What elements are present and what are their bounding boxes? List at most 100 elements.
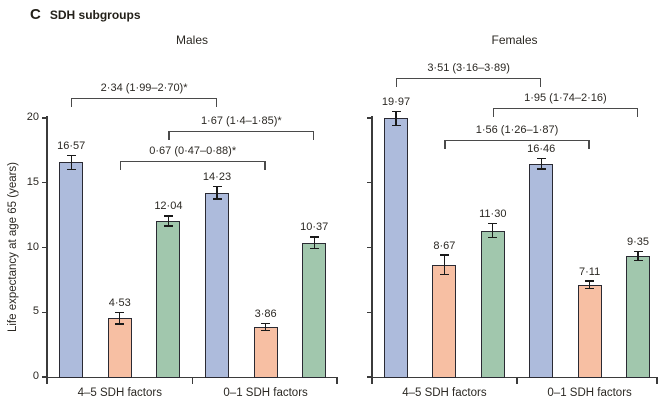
value-label: 10·37 bbox=[300, 221, 329, 234]
error-bar-cap bbox=[212, 198, 222, 200]
bar bbox=[205, 192, 229, 378]
error-bar bbox=[264, 323, 267, 331]
comparison-bracket-end bbox=[588, 140, 590, 149]
value-label: 19·97 bbox=[381, 95, 411, 108]
error-bar-cap bbox=[261, 322, 271, 324]
comparison-bracket bbox=[71, 98, 217, 100]
error-bar-cap bbox=[536, 168, 546, 170]
comparison-bracket-end bbox=[168, 131, 170, 140]
value-label: 9·35 bbox=[626, 235, 650, 248]
error-bar bbox=[637, 251, 639, 261]
bar bbox=[302, 242, 327, 378]
comparison-bracket-end bbox=[215, 98, 217, 107]
y-tick bbox=[41, 117, 47, 119]
x-group-label: 0–1 SDH factors bbox=[547, 387, 632, 399]
bar bbox=[253, 327, 278, 378]
error-bar-cap bbox=[66, 168, 76, 171]
comparison-bracket bbox=[492, 108, 638, 110]
value-label: 16·46 bbox=[527, 143, 556, 156]
bar bbox=[626, 255, 650, 378]
comparison-label: 0·67 (0·47–0·88)* bbox=[149, 145, 237, 157]
y-tick bbox=[41, 246, 47, 249]
bar bbox=[529, 163, 554, 378]
figure-title: SDH subgroups bbox=[49, 8, 141, 22]
comparison-bracket bbox=[396, 78, 542, 80]
value-label: 11·30 bbox=[479, 208, 507, 221]
error-bar-cap bbox=[488, 236, 498, 239]
x-group-label: 0–1 SDH factors bbox=[223, 387, 308, 399]
x-tick bbox=[656, 377, 658, 384]
y-tick bbox=[366, 311, 372, 313]
figure-header: C SDH subgroups bbox=[30, 6, 141, 23]
error-bar-cap bbox=[261, 330, 271, 332]
bar bbox=[577, 284, 602, 378]
y-tick-label: 5 bbox=[32, 305, 39, 318]
comparison-label: 1·95 (1·74–2·16) bbox=[524, 92, 607, 104]
comparison-bracket-end bbox=[540, 78, 542, 87]
comparison-bracket-end bbox=[396, 78, 398, 87]
error-bar-cap bbox=[633, 250, 643, 253]
error-bar-cap bbox=[309, 236, 319, 238]
x-tick bbox=[371, 377, 373, 384]
comparison-bracket-end bbox=[71, 98, 73, 107]
value-label: 14·23 bbox=[202, 170, 232, 183]
error-bar-cap bbox=[439, 254, 449, 256]
comparison-label: 1·56 (1·26–1·87) bbox=[475, 124, 559, 136]
error-bar bbox=[216, 186, 218, 200]
x-tick bbox=[516, 377, 518, 384]
value-label: 8·67 bbox=[433, 239, 456, 252]
comparison-bracket-end bbox=[492, 108, 494, 117]
y-tick-label: 15 bbox=[26, 175, 39, 188]
error-bar bbox=[443, 255, 446, 275]
error-bar bbox=[588, 281, 591, 289]
value-label: 12·04 bbox=[154, 200, 183, 213]
bar bbox=[432, 264, 457, 378]
comparison-label: 3·51 (3·16–3·89) bbox=[427, 62, 510, 74]
error-bar-cap bbox=[391, 124, 401, 127]
comparison-bracket bbox=[119, 161, 266, 163]
value-label: 16·57 bbox=[57, 139, 86, 152]
x-tick bbox=[336, 377, 338, 384]
comparison-bracket-end bbox=[264, 161, 266, 170]
x-group-label: 4–5 SDH factors bbox=[77, 387, 162, 399]
y-tick bbox=[366, 246, 372, 249]
bar bbox=[156, 221, 181, 378]
x-axis bbox=[47, 377, 337, 379]
error-bar bbox=[119, 312, 121, 325]
error-bar-cap bbox=[391, 110, 401, 113]
comparison-label: 2·34 (1·99–2·70)* bbox=[100, 82, 188, 94]
error-bar bbox=[540, 158, 542, 170]
error-bar-cap bbox=[115, 311, 125, 314]
error-bar-cap bbox=[309, 247, 319, 250]
error-bar-cap bbox=[585, 280, 595, 282]
comparison-bracket bbox=[444, 140, 590, 142]
comparison-bracket-end bbox=[444, 140, 446, 149]
value-label: 3·86 bbox=[254, 307, 277, 320]
error-bar-cap bbox=[115, 323, 125, 325]
error-bar bbox=[167, 215, 170, 227]
y-tick bbox=[41, 376, 47, 378]
panel-title: Males bbox=[175, 33, 208, 47]
error-bar-cap bbox=[163, 215, 173, 217]
error-bar-cap bbox=[212, 185, 222, 188]
error-bar-cap bbox=[536, 158, 546, 160]
y-tick-label: 0 bbox=[32, 370, 39, 382]
bar bbox=[107, 318, 132, 378]
error-bar-cap bbox=[439, 273, 449, 276]
value-label: 7·11 bbox=[578, 265, 601, 278]
error-bar bbox=[313, 236, 315, 249]
bar bbox=[59, 162, 84, 378]
value-label: 4·53 bbox=[108, 297, 131, 309]
y-tick bbox=[366, 376, 372, 378]
comparison-label: 1·67 (1·4–1·85)* bbox=[200, 115, 282, 127]
comparison-bracket-end bbox=[313, 131, 315, 140]
panel-title: Females bbox=[491, 33, 538, 47]
comparison-bracket bbox=[168, 131, 315, 133]
error-bar-cap bbox=[163, 225, 173, 227]
comparison-bracket-end bbox=[119, 161, 121, 170]
error-bar-cap bbox=[66, 154, 76, 157]
error-bar bbox=[395, 111, 397, 126]
error-bar bbox=[70, 155, 72, 170]
panel-letter: C bbox=[30, 6, 41, 23]
